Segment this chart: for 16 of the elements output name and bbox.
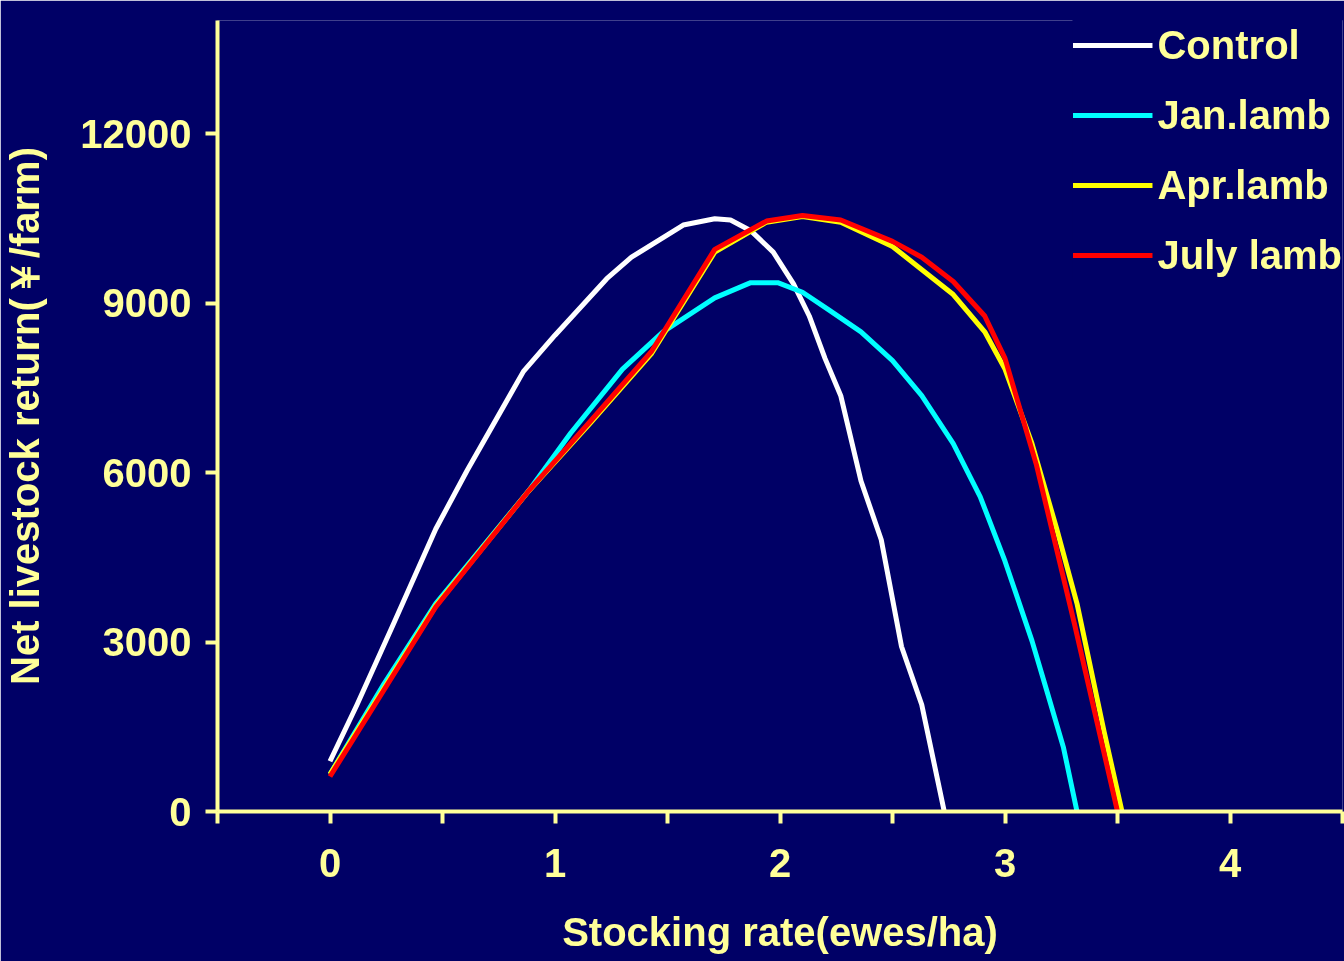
legend-label: Control	[1157, 21, 1300, 69]
x-tick-label: 3	[993, 840, 1017, 885]
x-tick-label: 1	[543, 840, 567, 885]
y-tick-label: 0	[169, 789, 192, 834]
y-axis-title: Net livestock return(￥/farm)	[3, 147, 48, 685]
x-axis-title: Stocking rate(ewes/ha)	[562, 909, 998, 954]
legend-label: July lamb	[1157, 231, 1342, 279]
x-tick-label: 0	[318, 840, 342, 885]
y-tick-label: 9000	[102, 281, 192, 325]
x-tick-label: 4	[1218, 840, 1242, 885]
x-tick-label: 2	[768, 840, 792, 885]
y-tick-label: 3000	[102, 620, 192, 664]
legend-label: Apr.lamb	[1157, 161, 1329, 209]
y-tick-label: 6000	[102, 450, 192, 495]
y-tick-label: 12000	[80, 111, 192, 156]
legend-label: Jan.lamb	[1157, 91, 1331, 139]
